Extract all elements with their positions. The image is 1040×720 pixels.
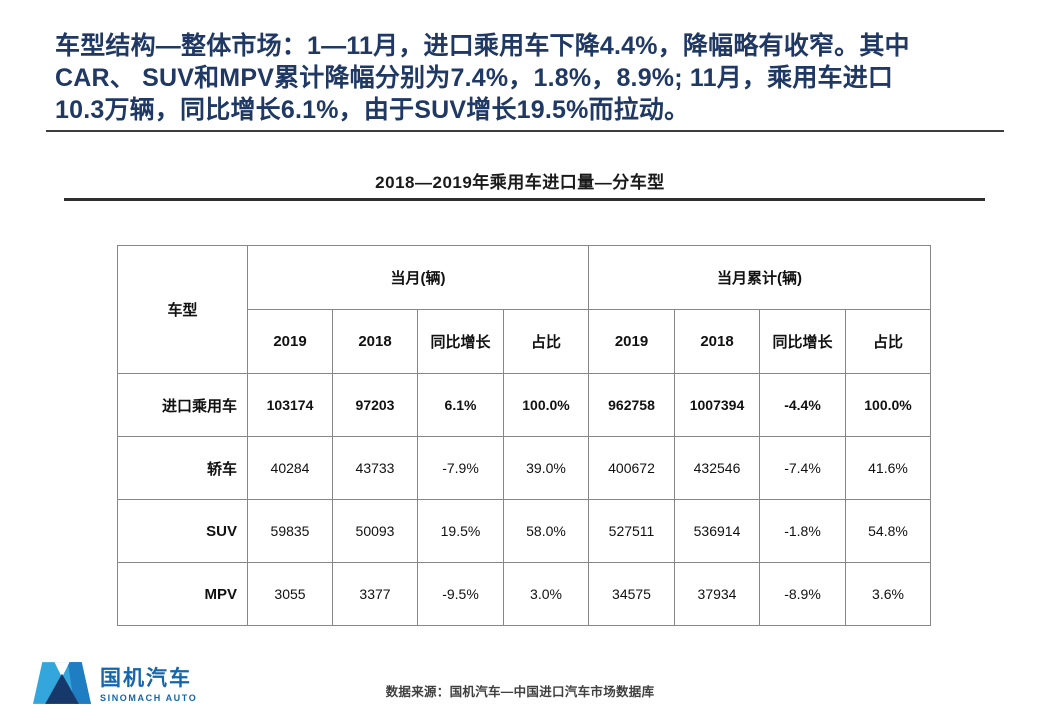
import-volume-table: 车型 当月(辆) 当月累计(辆) 2019 2018 同比增长 占比 2019 … bbox=[117, 245, 931, 626]
subheader-cell: 占比 bbox=[503, 309, 589, 374]
headline: 车型结构—整体市场：1—11月，进口乘用车下降4.4%，降幅略有收窄。其中 CA… bbox=[55, 30, 1010, 126]
corner-header-cell: 车型 bbox=[117, 245, 248, 374]
row-label: SUV bbox=[117, 499, 248, 563]
subheader-cell: 2018 bbox=[332, 309, 418, 374]
table-cell: 3.0% bbox=[503, 562, 589, 626]
table-cell: 43733 bbox=[332, 436, 418, 500]
table-cell: 432546 bbox=[674, 436, 760, 500]
table-row: 轿车 40284 43733 -7.9% 39.0% 400672 432546… bbox=[117, 436, 931, 500]
data-source-note: 数据来源：国机汽车—中国进口汽车市场数据库 bbox=[385, 685, 655, 699]
headline-line-3: 10.3万辆，同比增长6.1%，由于SUV增长19.5%而拉动。 bbox=[55, 96, 690, 124]
table-cell: 37934 bbox=[674, 562, 760, 626]
table-cell: 536914 bbox=[674, 499, 760, 563]
table-title-divider bbox=[64, 198, 985, 201]
table-row: MPV 3055 3377 -9.5% 3.0% 34575 37934 -8.… bbox=[117, 562, 931, 626]
headline-divider bbox=[46, 130, 1004, 132]
subheader-cell: 占比 bbox=[845, 309, 931, 374]
headline-line-1: 车型结构—整体市场：1—11月，进口乘用车下降4.4%，降幅略有收窄。其中 bbox=[55, 32, 910, 60]
subheader-cell: 2019 bbox=[247, 309, 333, 374]
subheader-cell: 同比增长 bbox=[759, 309, 846, 374]
table-cell: -7.4% bbox=[759, 436, 846, 500]
table-cell: -1.8% bbox=[759, 499, 846, 563]
sinomach-logo: 国机汽车 SINOMACH AUTO bbox=[33, 658, 197, 713]
logo-name-en: SINOMACH AUTO bbox=[100, 693, 198, 703]
table-cell: 34575 bbox=[588, 562, 675, 626]
row-label: 轿车 bbox=[117, 436, 248, 500]
table-row: 进口乘用车 103174 97203 6.1% 100.0% 962758 10… bbox=[117, 373, 931, 437]
table-cell: 100.0% bbox=[503, 373, 589, 437]
logo-name-cn: 国机汽车 bbox=[100, 667, 192, 690]
table-cell: 97203 bbox=[332, 373, 418, 437]
row-label: MPV bbox=[117, 562, 248, 626]
table-cell: 400672 bbox=[588, 436, 675, 500]
table-cell: 6.1% bbox=[417, 373, 504, 437]
row-label: 进口乘用车 bbox=[117, 373, 248, 437]
subheader-cell: 同比增长 bbox=[417, 309, 504, 374]
table-cell: 59835 bbox=[247, 499, 333, 563]
table-cell: -7.9% bbox=[417, 436, 504, 500]
group-header-current-month: 当月(辆) bbox=[247, 245, 589, 310]
table-cell: 103174 bbox=[247, 373, 333, 437]
table-cell: 58.0% bbox=[503, 499, 589, 563]
table-cell: 527511 bbox=[588, 499, 675, 563]
table-cell: 41.6% bbox=[845, 436, 931, 500]
subheader-cell: 2018 bbox=[674, 309, 760, 374]
headline-line-2: CAR、 SUV和MPV累计降幅分别为7.4%，1.8%，8.9%; 11月，乘… bbox=[55, 64, 894, 92]
table-header-groups: 车型 当月(辆) 当月累计(辆) bbox=[117, 245, 931, 374]
table-cell: 962758 bbox=[588, 373, 675, 437]
table-cell: 3055 bbox=[247, 562, 333, 626]
table-row: SUV 59835 50093 19.5% 58.0% 527511 53691… bbox=[117, 499, 931, 563]
table-cell: 100.0% bbox=[845, 373, 931, 437]
table-cell: 54.8% bbox=[845, 499, 931, 563]
table-header-sub: 2019 2018 同比增长 占比 2019 2018 同比增长 占比 bbox=[118, 309, 931, 374]
table-cell: 50093 bbox=[332, 499, 418, 563]
table-cell: 19.5% bbox=[417, 499, 504, 563]
group-header-cumulative: 当月累计(辆) bbox=[588, 245, 931, 310]
table-cell: -9.5% bbox=[417, 562, 504, 626]
table-cell: 39.0% bbox=[503, 436, 589, 500]
subheader-cell: 2019 bbox=[588, 309, 675, 374]
table-cell: 3377 bbox=[332, 562, 418, 626]
table-title: 2018—2019年乘用车进口量—分车型 bbox=[375, 173, 665, 192]
table-cell: 1007394 bbox=[674, 373, 760, 437]
table-cell: -8.9% bbox=[759, 562, 846, 626]
table-cell: -4.4% bbox=[759, 373, 846, 437]
table-cell: 40284 bbox=[247, 436, 333, 500]
logo-text: 国机汽车 SINOMACH AUTO bbox=[100, 667, 197, 704]
table-cell: 3.6% bbox=[845, 562, 931, 626]
sinomach-mountain-icon bbox=[33, 658, 91, 713]
